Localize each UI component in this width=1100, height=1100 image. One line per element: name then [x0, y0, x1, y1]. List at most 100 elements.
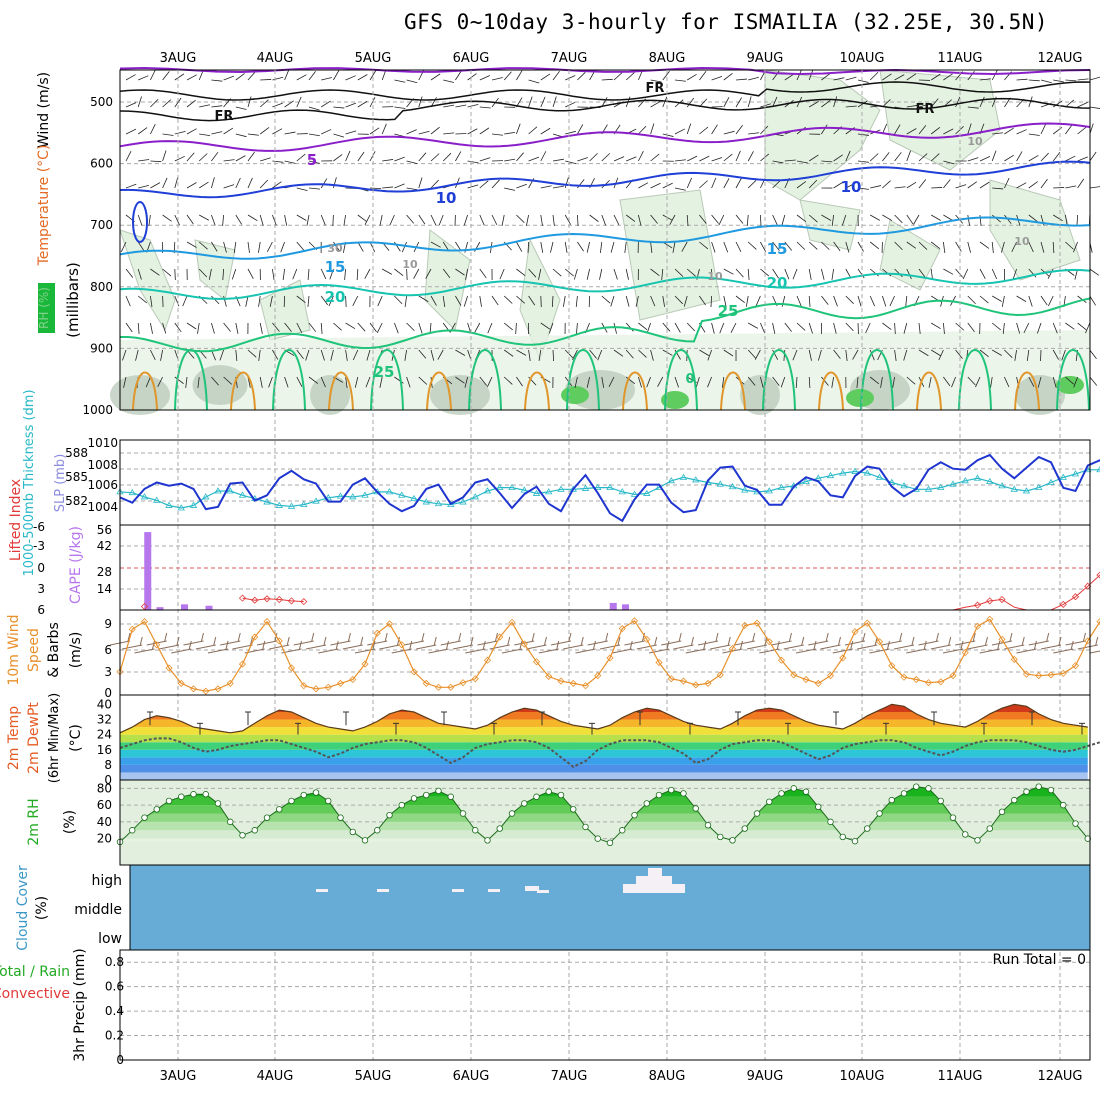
- wind-speed-point: [704, 679, 712, 687]
- wind-barb: [479, 127, 490, 135]
- wind-barb: [638, 151, 644, 162]
- wind-barb: [259, 99, 269, 108]
- wind-barb: [1089, 106, 1100, 109]
- wind-barb: [955, 241, 962, 252]
- wind-barb: [748, 132, 760, 135]
- wind-barb: [464, 376, 468, 388]
- wind-barb: [699, 70, 707, 81]
- contour-30c: [132, 371, 158, 411]
- rh-point: [1084, 835, 1091, 842]
- wind-barb: [928, 376, 932, 388]
- wind-barb-10m: [661, 640, 682, 646]
- wind-barb: [162, 322, 167, 334]
- rh-point: [325, 797, 332, 805]
- wind-barb-10m: [421, 632, 425, 642]
- wind-barb: [138, 75, 149, 81]
- rh-point: [802, 788, 810, 795]
- wind-barb: [906, 376, 916, 385]
- wind-barb: [272, 349, 279, 360]
- wind-barb: [235, 214, 242, 225]
- wind-barb: [1052, 214, 1063, 222]
- wind-barb: [211, 322, 215, 334]
- wind-barb-10m: [906, 648, 927, 654]
- wind-barb: [967, 181, 978, 189]
- wind-barb: [162, 99, 172, 108]
- wind-barb: [918, 268, 926, 279]
- wind-barb: [296, 153, 306, 162]
- thickness-point: [1047, 478, 1055, 485]
- wind-barb: [1052, 241, 1055, 254]
- wind-barb: [979, 181, 990, 189]
- wind-speed-point: [496, 633, 504, 641]
- wind-barb-10m: [299, 640, 302, 650]
- rh-shade-dark: [110, 375, 170, 415]
- wind-barb: [699, 214, 707, 224]
- wind-barb: [211, 151, 219, 162]
- wind-barb: [967, 376, 976, 386]
- rh-point: [410, 795, 418, 802]
- wind-barb: [150, 123, 156, 135]
- wind-barb: [199, 214, 210, 221]
- wind-barb: [699, 295, 706, 306]
- rh-tick: 20: [97, 832, 112, 846]
- wind-barb: [223, 376, 233, 385]
- wind-barb: [625, 72, 635, 81]
- wind-barb: [735, 214, 744, 224]
- wind-barb: [979, 295, 989, 304]
- wind-barb: [211, 241, 218, 252]
- wind-barb: [308, 106, 320, 111]
- wind-barb: [463, 214, 468, 226]
- thickness-point: [496, 483, 504, 491]
- date-label-top: 10AUG: [839, 51, 884, 66]
- date-label-top: 9AUG: [747, 51, 784, 66]
- wind-barb: [272, 322, 280, 332]
- wind-barb: [833, 181, 844, 189]
- thickness-point: [998, 482, 1006, 489]
- wind-barb-10m: [416, 644, 437, 650]
- wind-barb: [723, 130, 735, 135]
- wind-barb: [650, 349, 654, 361]
- wind-barb: [418, 130, 430, 135]
- wind-barb-10m: [274, 632, 278, 642]
- wind-barb: [686, 123, 692, 135]
- wind-barb: [198, 241, 208, 250]
- wind-barb: [577, 124, 584, 135]
- wind-barb: [1077, 78, 1089, 81]
- wind-barb-10m: [599, 644, 621, 650]
- wind-barb: [455, 133, 467, 135]
- wind-speed-point: [202, 687, 210, 695]
- wind-barb: [1012, 268, 1017, 280]
- thickness-point: [900, 482, 908, 489]
- wind-barb: [930, 268, 933, 280]
- wind-barb: [723, 97, 730, 108]
- rh-point: [447, 793, 454, 800]
- wind-barb: [918, 153, 928, 162]
- wind-barb: [821, 376, 829, 386]
- wind-barb: [320, 322, 323, 334]
- wind-barb: [479, 106, 491, 109]
- rh-point: [349, 828, 356, 836]
- wind-barb: [135, 349, 139, 361]
- rh-point: [655, 791, 663, 799]
- wind-barb: [357, 214, 367, 222]
- wind-barb: [551, 295, 554, 308]
- wind-barb: [1077, 322, 1087, 331]
- wind-barb: [955, 349, 963, 359]
- wind-barb-10m: [237, 632, 241, 642]
- wind-barb: [540, 96, 546, 108]
- wind-speed-point: [459, 679, 467, 687]
- wind-barb: [745, 295, 749, 307]
- wind-barb-10m: [171, 648, 192, 654]
- wind-barb: [357, 100, 368, 108]
- thickness-point: [385, 488, 394, 495]
- wind-barb: [857, 241, 864, 252]
- wind-barb: [223, 75, 235, 81]
- wind-barb: [906, 241, 917, 249]
- contour-10c: [119, 160, 1091, 199]
- wind-barb: [991, 322, 1001, 331]
- wind-barb: [882, 73, 892, 81]
- wind-barb: [747, 349, 756, 359]
- wind-barb-10m: [458, 632, 462, 642]
- wind-barb: [258, 349, 261, 361]
- rh-point: [508, 810, 516, 817]
